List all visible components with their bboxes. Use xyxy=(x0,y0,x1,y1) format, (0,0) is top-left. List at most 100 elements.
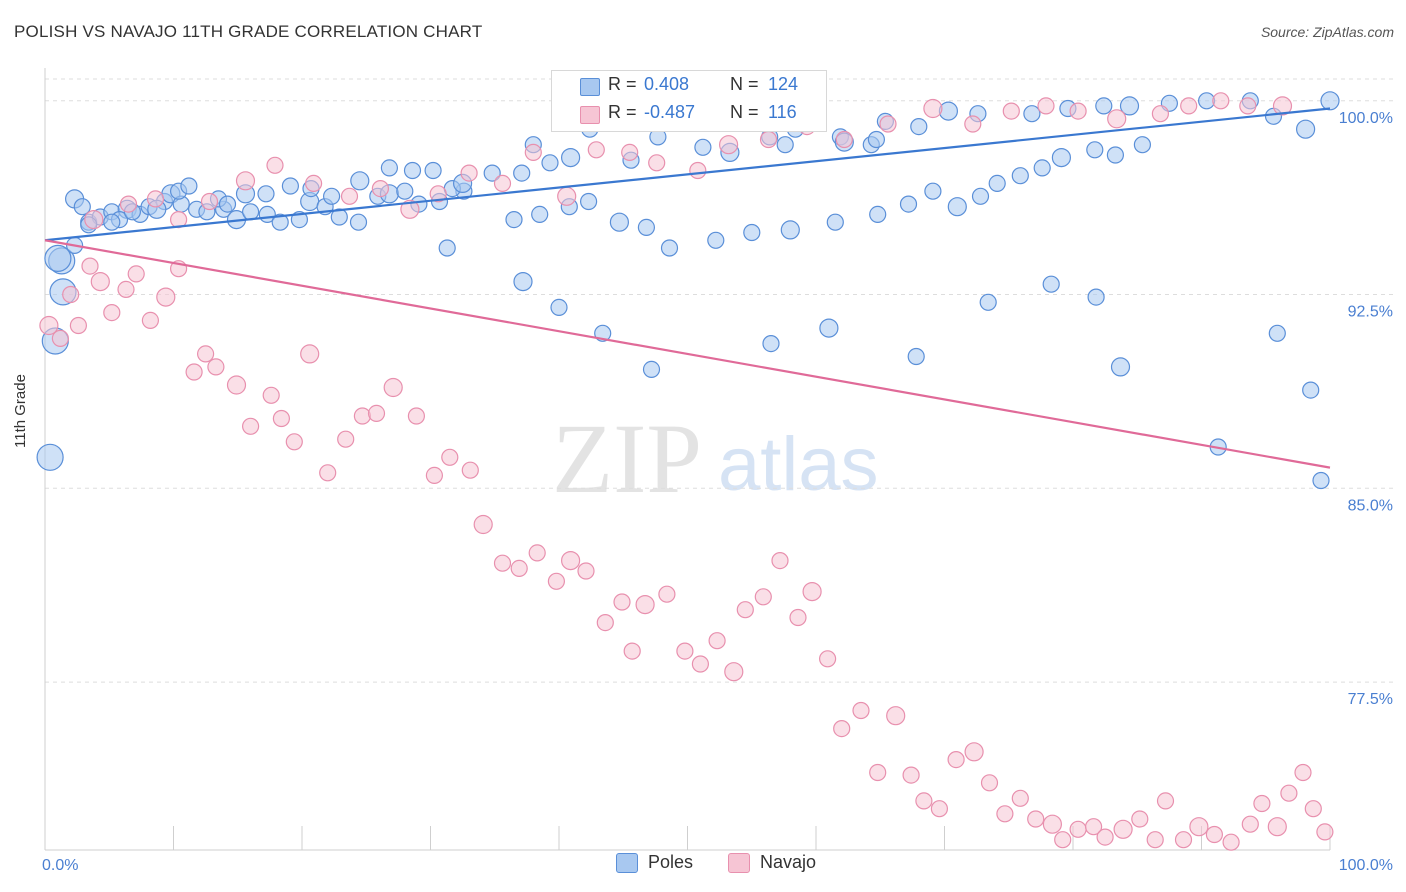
navajo-point xyxy=(1002,102,1020,120)
poles-n-value: 124 xyxy=(768,74,799,94)
navajo-legend-label: Navajo xyxy=(760,852,817,872)
navajo-legend-swatch xyxy=(728,853,750,873)
navajo-point xyxy=(1113,819,1133,839)
navajo-point xyxy=(460,164,478,182)
navajo-point xyxy=(587,141,605,159)
poles-point xyxy=(281,177,299,195)
navajo-point xyxy=(869,763,887,782)
navajo-point xyxy=(852,701,870,720)
poles-n-label: N = xyxy=(730,74,759,94)
navajo-point xyxy=(818,650,837,668)
poles-point xyxy=(1086,141,1104,159)
navajo-point xyxy=(39,315,59,336)
navajo-point xyxy=(902,766,920,784)
watermark-zip: ZIP xyxy=(552,403,702,514)
poles-point xyxy=(44,244,72,272)
navajo-point xyxy=(371,180,389,198)
navajo-point xyxy=(1042,814,1063,834)
navajo-point xyxy=(691,655,710,673)
navajo-trend-line xyxy=(44,239,1331,469)
poles-point xyxy=(609,212,630,232)
navajo-point xyxy=(81,257,99,275)
poles-point xyxy=(694,138,712,156)
navajo-point xyxy=(835,130,853,149)
poles-point xyxy=(1042,275,1060,293)
poles-point xyxy=(637,218,656,236)
navajo-point xyxy=(754,588,772,606)
poles-point xyxy=(660,239,679,257)
poles-swatch xyxy=(580,78,600,96)
poles-point xyxy=(1087,288,1105,306)
navajo-point xyxy=(146,190,165,208)
navajo-point xyxy=(557,186,577,206)
poles-point xyxy=(560,148,581,168)
poles-point xyxy=(438,239,456,257)
poles-point xyxy=(550,298,568,316)
y-tick-label: 85.0% xyxy=(1348,497,1393,514)
navajo-point xyxy=(1054,831,1072,849)
navajo-point xyxy=(676,642,694,660)
navajo-point xyxy=(724,662,744,682)
poles-r-label: R = xyxy=(608,74,637,94)
navajo-r-value: -0.487 xyxy=(644,102,696,122)
navajo-point xyxy=(1253,794,1271,813)
navajo-point xyxy=(493,174,512,192)
navajo-point xyxy=(879,115,897,133)
navajo-point xyxy=(1304,800,1322,818)
navajo-point xyxy=(1037,97,1055,115)
navajo-point xyxy=(635,594,655,615)
poles-point xyxy=(1106,146,1125,164)
navajo-n-label: N = xyxy=(730,102,759,122)
legend-row-poles: R = 0.408 N = 124 xyxy=(552,74,826,100)
navajo-point xyxy=(771,551,789,570)
poles-point xyxy=(707,231,725,249)
tick-labels: 100.0% 92.5% 85.0% 77.5% 0.0% 100.0% xyxy=(42,110,1393,874)
poles-point xyxy=(1197,92,1216,110)
navajo-point xyxy=(285,433,303,451)
navajo-point xyxy=(473,514,493,535)
legend-row-navajo: R = -0.487 N = 116 xyxy=(552,102,826,128)
navajo-point xyxy=(736,601,754,619)
navajo-point xyxy=(1096,828,1114,846)
navajo-point xyxy=(1239,97,1257,115)
navajo-point xyxy=(964,742,984,762)
poles-point xyxy=(776,136,794,154)
navajo-point xyxy=(528,544,546,562)
navajo-point xyxy=(84,210,104,230)
navajo-point xyxy=(407,407,425,425)
navajo-point xyxy=(337,430,355,448)
navajo-point xyxy=(429,185,447,203)
navajo-point xyxy=(1151,105,1170,123)
chart-title: POLISH VS NAVAJO 11TH GRADE CORRELATION … xyxy=(14,22,483,41)
navajo-point xyxy=(200,192,219,211)
navajo-point xyxy=(886,706,906,726)
navajo-point xyxy=(305,174,323,192)
y-tick-label: 77.5% xyxy=(1348,691,1393,708)
navajo-point xyxy=(1205,825,1224,844)
navajo-point xyxy=(1107,109,1127,129)
poles-point xyxy=(1302,381,1320,399)
poles-point xyxy=(1268,324,1286,342)
poles-point xyxy=(1023,105,1041,123)
navajo-point xyxy=(1156,792,1175,810)
poles-point xyxy=(513,272,533,292)
navajo-n-value: 116 xyxy=(768,102,797,122)
navajo-point xyxy=(235,171,256,191)
navajo-point xyxy=(547,572,566,590)
navajo-point xyxy=(242,417,260,435)
navajo-point xyxy=(1272,96,1293,116)
poles-point xyxy=(242,203,260,221)
poles-point xyxy=(36,443,64,471)
poles-point xyxy=(971,187,990,205)
poles-point xyxy=(1320,91,1340,111)
navajo-point xyxy=(1069,102,1087,120)
poles-point xyxy=(1133,136,1152,154)
x-tick-label: 0.0% xyxy=(42,857,78,874)
poles-point xyxy=(483,164,501,182)
poles-trend-line xyxy=(44,107,1331,242)
poles-legend-swatch xyxy=(616,853,638,873)
navajo-point xyxy=(353,407,371,425)
navajo-point xyxy=(1146,831,1164,849)
axes xyxy=(44,68,1331,851)
poles-point xyxy=(505,211,523,229)
